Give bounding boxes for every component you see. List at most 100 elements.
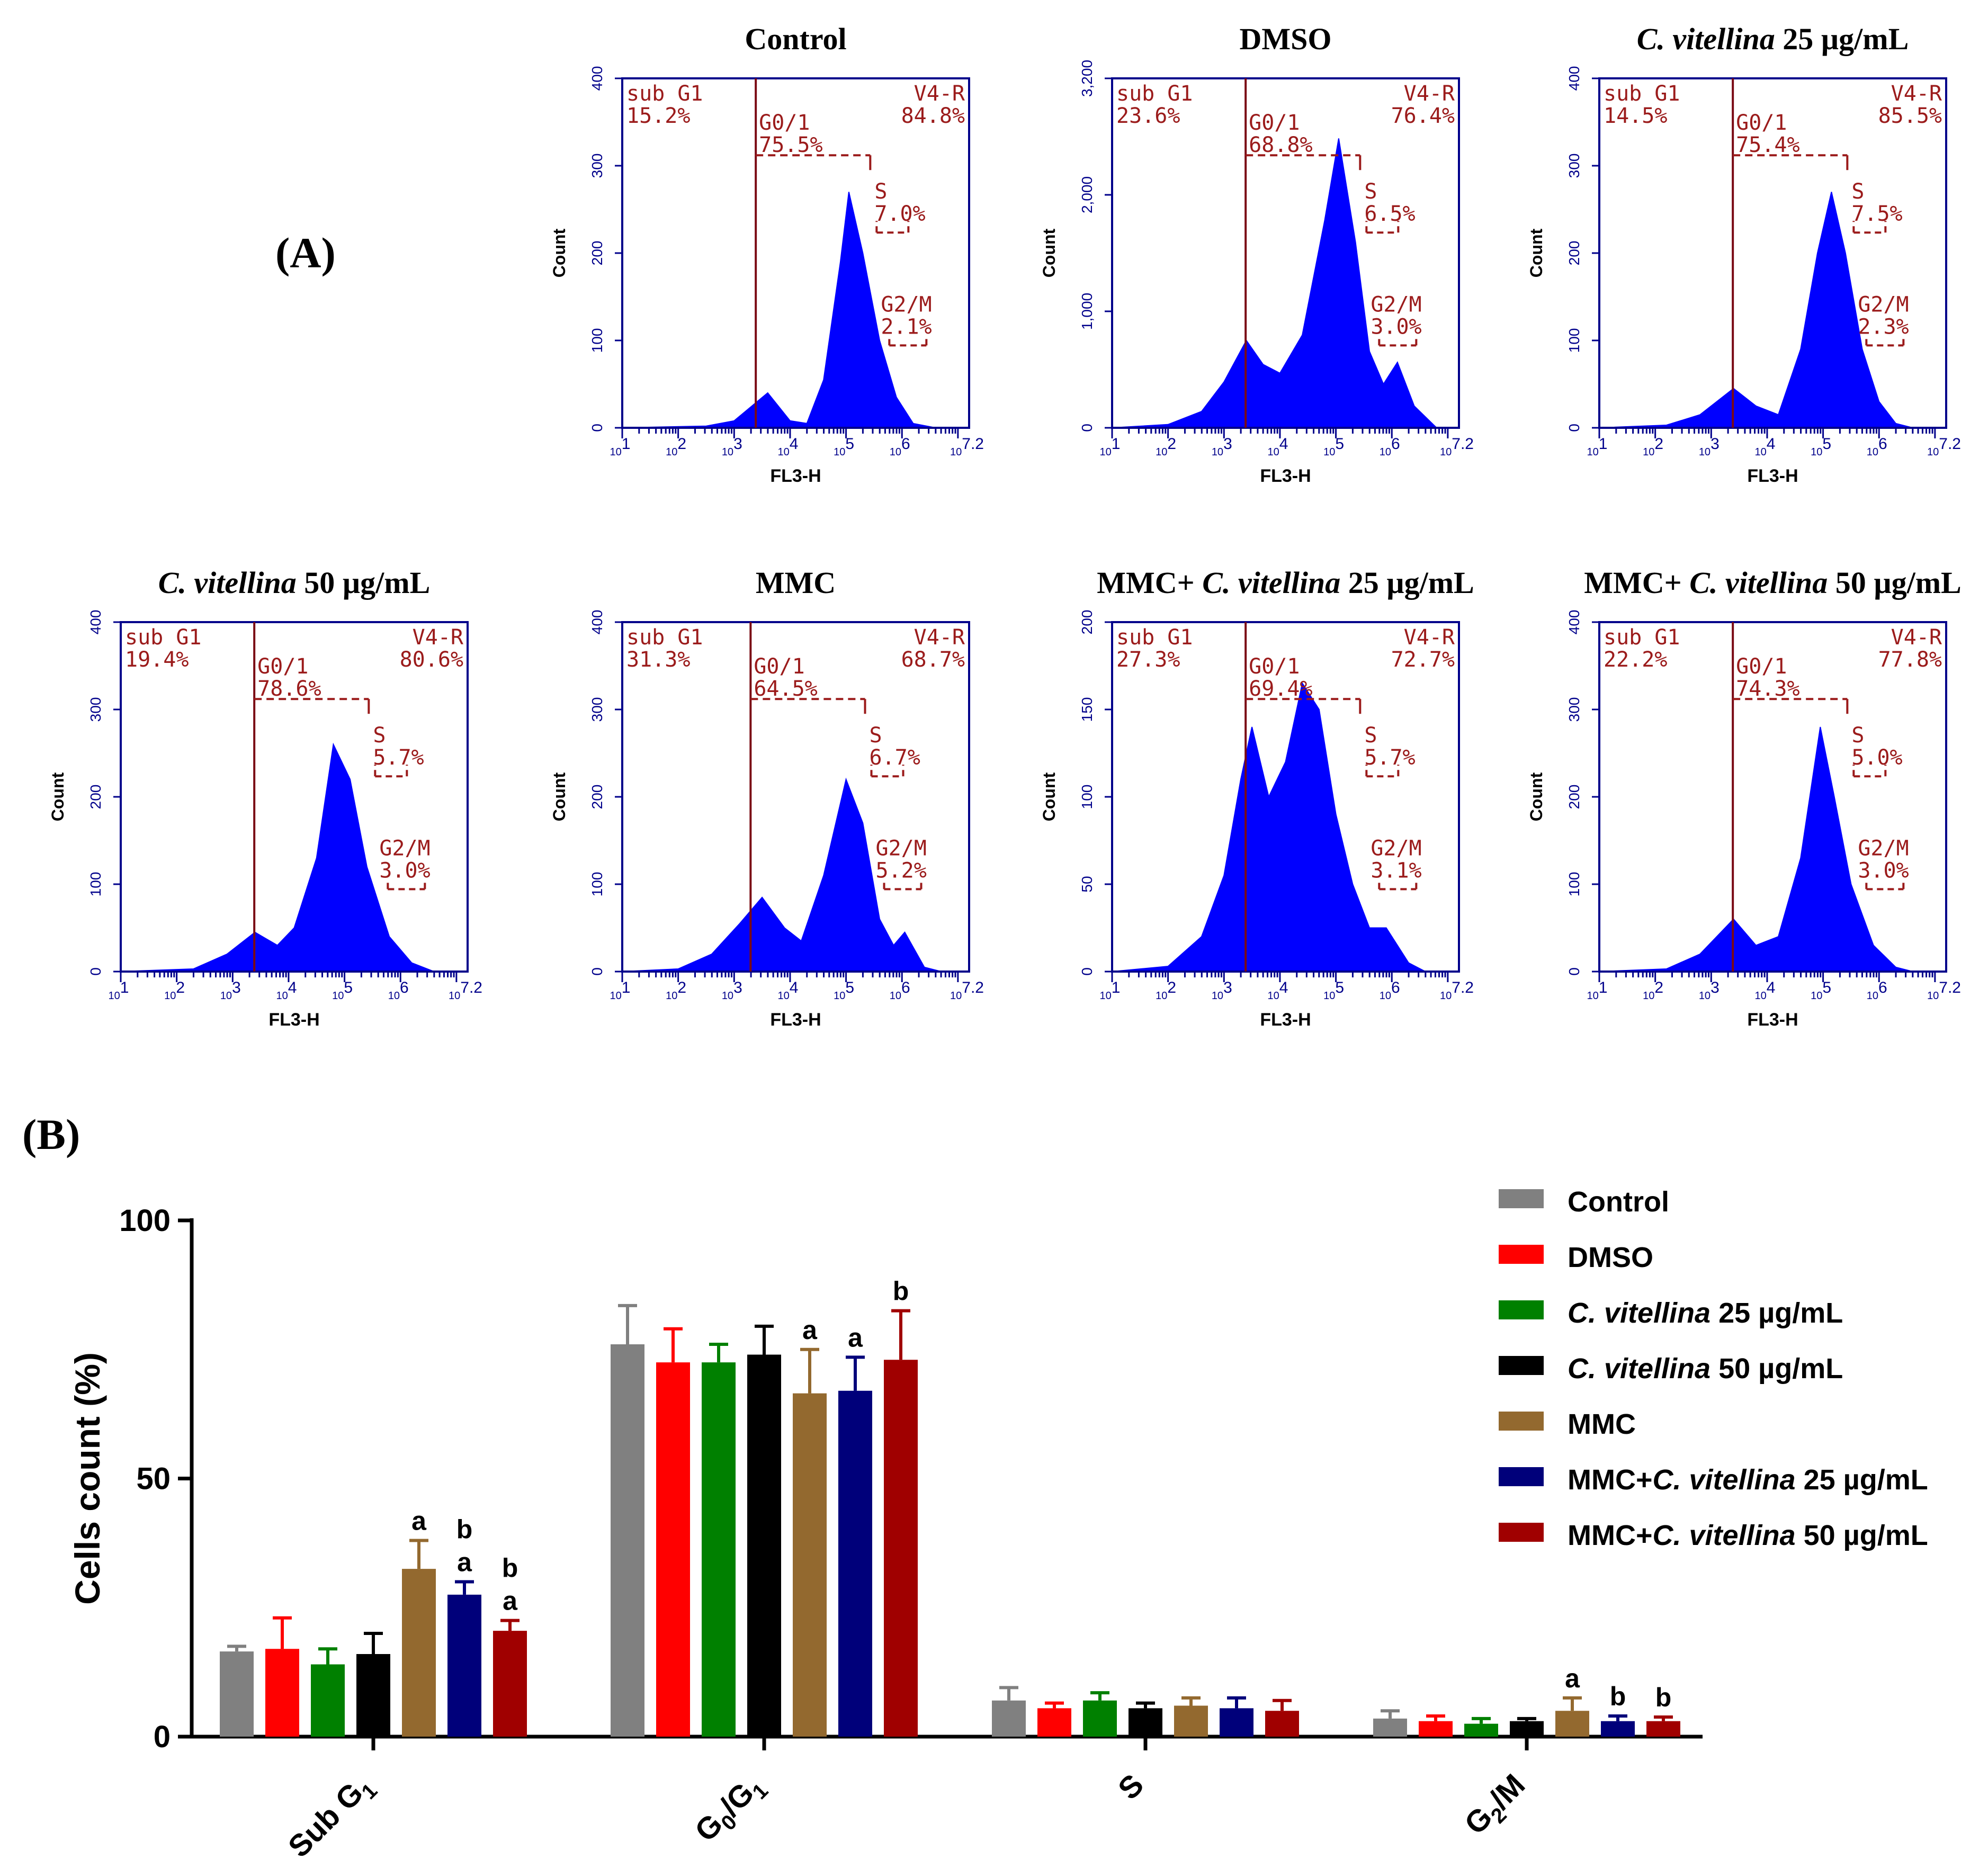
y-tick-label: 200 [1566,785,1582,810]
gate-value-g01: 69.4% [1249,677,1312,701]
y-tick-label: 0 [1566,967,1582,976]
legend-label: C. vitellina 50 µg/mL [1568,1353,1843,1385]
gate-value-v4r: 68.7% [901,648,965,672]
y-axis-title: Count [1040,228,1059,277]
x-tick-label: 107.2 [950,435,984,458]
gate-label-v4r: V4-R [914,625,965,650]
histogram-distribution [1599,192,1913,428]
title-italic: C. vitellina [1202,565,1340,600]
bar-1-6 [884,1360,918,1737]
x-tick-base: 10 [1927,990,1939,1002]
gate-label-subg1: sub G1 [1116,82,1193,106]
x-tick-label: 106 [890,979,910,1002]
x-tick-label: 106 [1867,979,1887,1002]
gate-value-subg1: 31.3% [626,648,690,672]
gate-label-g01: G0/1 [754,654,804,679]
x-tick-exponent: 1 [120,979,129,996]
y-tick-label: 400 [1566,610,1582,635]
x-tick-exponent: 1 [1599,979,1608,996]
gate-label-g01: G0/1 [759,111,810,135]
y-tick-label: 400 [589,66,605,91]
gate-value-g2m: 3.0% [1858,858,1909,883]
legend-label: C. vitellina 25 µg/mL [1568,1297,1843,1329]
legend-swatch [1499,1300,1544,1319]
x-tick-exponent: 6 [901,435,910,453]
y-axis-title: Count [1527,228,1546,277]
x-tick-label: 106 [1380,435,1400,458]
x-tick-exponent: 5 [1335,435,1344,453]
bar-2-5 [1220,1708,1253,1737]
gate-bracket-s [1852,765,1887,778]
x-tick-base: 10 [1643,990,1654,1002]
x-tick-exponent: 2 [1654,435,1663,453]
x-tick-base: 10 [1754,446,1766,458]
gate-bracket-g2m [1378,878,1418,891]
gate-bracket-g2m [1865,335,1905,347]
x-tick-exponent: 2 [1654,979,1663,996]
y-tick-label: 400 [87,610,104,635]
x-tick-exponent: 7.2 [1452,435,1474,453]
x-tick-base: 10 [1699,990,1711,1002]
x-axis-title: FL3-H [1747,466,1798,486]
x-tick-label: 103 [722,979,742,1002]
x-tick-base: 10 [1811,446,1822,458]
y-tick-label: 1,000 [1079,293,1095,330]
x-tick-label: 107.2 [1440,435,1474,458]
x-tick-exponent: 5 [1822,435,1831,453]
title-italic: C. vitellina [1637,22,1775,56]
y-tick-label: 200 [1079,610,1095,635]
y-tick-label: 0 [1079,967,1095,976]
legend-rest: 25 µg/mL [1711,1297,1843,1329]
gate-value-s: 6.5% [1364,202,1415,226]
significance-letter: a [848,1323,863,1352]
x-tick-exponent: 5 [845,435,854,453]
y-axis-title: Count [1040,772,1059,821]
gate-value-g2m: 3.1% [1371,858,1421,883]
gate-bracket-s [1365,221,1400,234]
gate-label-subg1: sub G1 [626,625,703,650]
gate-label-subg1: sub G1 [1604,82,1680,106]
x-tick-label: 101 [610,435,631,458]
x-tick-label: 105 [1323,979,1344,1002]
x-tick-exponent: 6 [1878,979,1887,996]
bar-3-4 [1555,1711,1589,1737]
x-tick-base: 10 [1867,446,1878,458]
gate-value-v4r: 84.8% [901,104,965,128]
histogram-title: Control [745,22,846,56]
legend-swatch [1499,1523,1544,1542]
x-tick-base: 10 [1587,446,1599,458]
plot-frame [1111,77,1460,429]
gate-bracket-g2m [883,878,923,891]
legend-label: MMC+C. vitellina 50 µg/mL [1568,1520,1928,1551]
title-rest: 50 µg/mL [297,565,431,600]
x-tick-exponent: 3 [733,435,742,453]
legend-rest: 50 µg/mL [1711,1353,1843,1385]
gate-value-s: 6.7% [870,745,920,770]
x-tick-exponent: 2 [176,979,185,996]
x-tick-exponent: 2 [1167,435,1176,453]
gate-label-g01: G0/1 [1249,111,1300,135]
x-tick-base: 10 [890,446,901,458]
bar-3-3 [1510,1721,1544,1737]
significance-letter: a [411,1506,427,1536]
gate-value-v4r: 80.6% [400,648,463,672]
x-tick-label: 102 [1643,435,1663,458]
x-tick-base: 10 [1156,990,1167,1002]
x-tick-base: 10 [834,446,845,458]
x-tick-label: 107.2 [1927,979,1961,1002]
title-rest: 25 µg/mL [1340,565,1474,600]
legend-prefix: MMC+ [1568,1520,1653,1551]
x-tick-base: 10 [666,990,677,1002]
bar-1-3 [747,1354,781,1737]
title-italic: C. vitellina [158,565,297,600]
x-tick-label: 101 [1100,979,1121,1002]
x-tick-base: 10 [1156,446,1167,458]
y-axis-title: Count [48,772,67,821]
y-tick-label: 2,000 [1079,176,1095,213]
gate-bracket-g2m [1378,335,1418,347]
x-tick-label: 107.2 [449,979,482,1002]
y-tick-label: 300 [589,154,605,178]
